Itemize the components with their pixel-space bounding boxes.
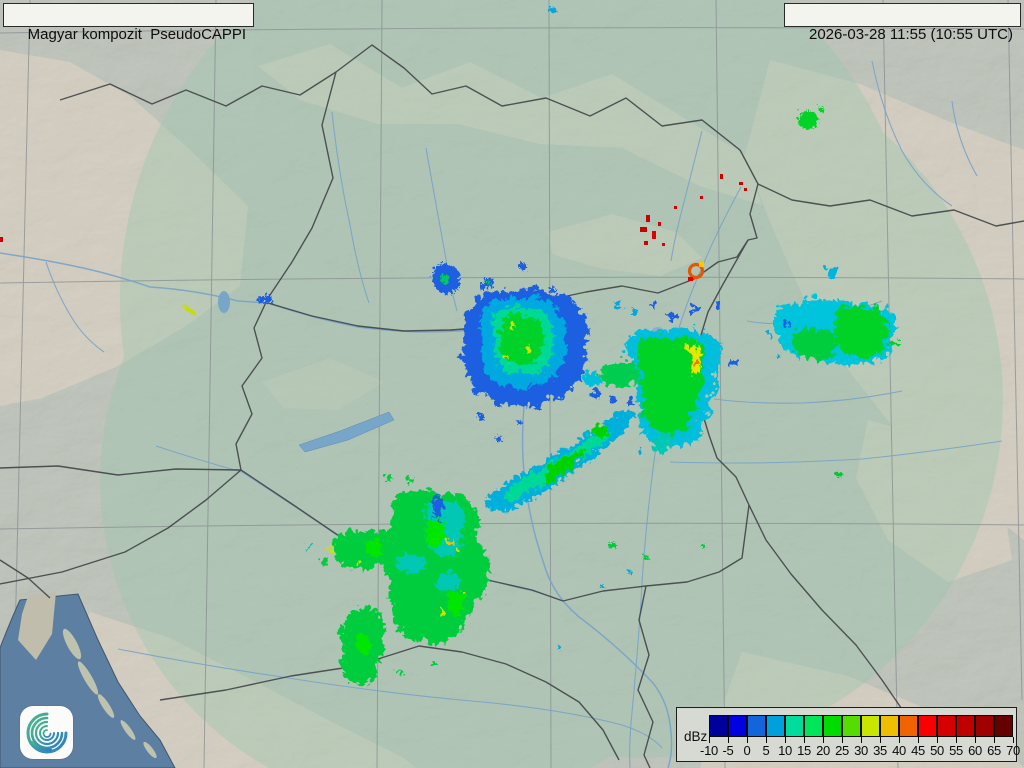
legend-tick-label: 5	[762, 743, 770, 758]
radar-echo-central-band	[482, 386, 632, 509]
legend-tick-labels: -10 -5 0 5 10 15 20 25 30 35 40 45 50 55 60 65 70	[700, 743, 1020, 759]
radar-echo-northeast	[762, 264, 895, 362]
lake-balaton	[298, 411, 395, 453]
legend-tick-label: 65	[987, 743, 1001, 758]
legend-color-cell	[823, 715, 842, 737]
legend-tick-label: 70	[1006, 743, 1020, 758]
legend-tick-label: 10	[778, 743, 792, 758]
radar-echo-scatter-se	[556, 470, 840, 648]
legend-tick-label: 20	[816, 743, 830, 758]
legend-color-cell	[937, 715, 956, 737]
legend-color-cell	[709, 715, 728, 737]
product-title-text: Magyar kompozit PseudoCAPPI	[27, 26, 247, 43]
legend-tick-marks	[709, 737, 1014, 743]
legend-color-cell	[785, 715, 804, 737]
legend-tick-label: 0	[743, 743, 751, 758]
lake-neusiedl	[218, 291, 230, 313]
legend-color-cell	[880, 715, 899, 737]
legend-unit-label: dBz	[684, 729, 708, 744]
radar-echoes	[0, 5, 895, 681]
legend-color-cell	[842, 715, 861, 737]
legend-color-cell	[728, 715, 747, 737]
legend-tick-label: 50	[930, 743, 944, 758]
legend-tick-label: 35	[873, 743, 887, 758]
legend-tick-label: 55	[949, 743, 963, 758]
legend-tick-label: 25	[835, 743, 849, 758]
hungaromet-spiral-logo	[20, 706, 73, 759]
legend-tick-label: 40	[892, 743, 906, 758]
timestamp-text: 2026-03-28 11:55 (10:55 UTC)	[808, 26, 1013, 43]
legend-color-cell	[747, 715, 766, 737]
legend-color-cell	[975, 715, 994, 737]
legend-color-cell	[766, 715, 785, 737]
legend-color-cell	[918, 715, 937, 737]
legend-colorbar	[709, 715, 1013, 737]
legend-tick-label: -10	[700, 743, 718, 758]
legend-tick-label: -5	[722, 743, 734, 758]
legend-color-cell	[861, 715, 880, 737]
legend-color-cell	[994, 715, 1013, 737]
color-scale-legend: dBz -10 -5 0 5 10 15 20 25 30 35 40 45 50 55 60 65 70	[676, 707, 1020, 762]
product-title: Magyar kompozit PseudoCAPPI	[3, 3, 255, 43]
spiral-icon	[26, 712, 68, 754]
radar-echo-southwest	[303, 471, 486, 681]
timestamp: 2026-03-28 11:55 (10:55 UTC)	[784, 3, 1021, 43]
legend-color-cell	[899, 715, 918, 737]
radar-clutter-red	[0, 174, 747, 281]
legend-tick-label: 15	[797, 743, 811, 758]
legend-tick-label: 60	[968, 743, 982, 758]
radar-echo-east	[579, 299, 734, 450]
radar-echo-north-central	[459, 284, 585, 404]
legend-color-cell	[956, 715, 975, 737]
radar-echo-top-right	[796, 105, 822, 128]
radar-echo-small-nw	[181, 5, 554, 314]
radar-echo-speckles-nc	[470, 282, 562, 439]
legend-tick-label: 30	[854, 743, 868, 758]
legend-color-cell	[804, 715, 823, 737]
legend-tick-label: 45	[911, 743, 925, 758]
